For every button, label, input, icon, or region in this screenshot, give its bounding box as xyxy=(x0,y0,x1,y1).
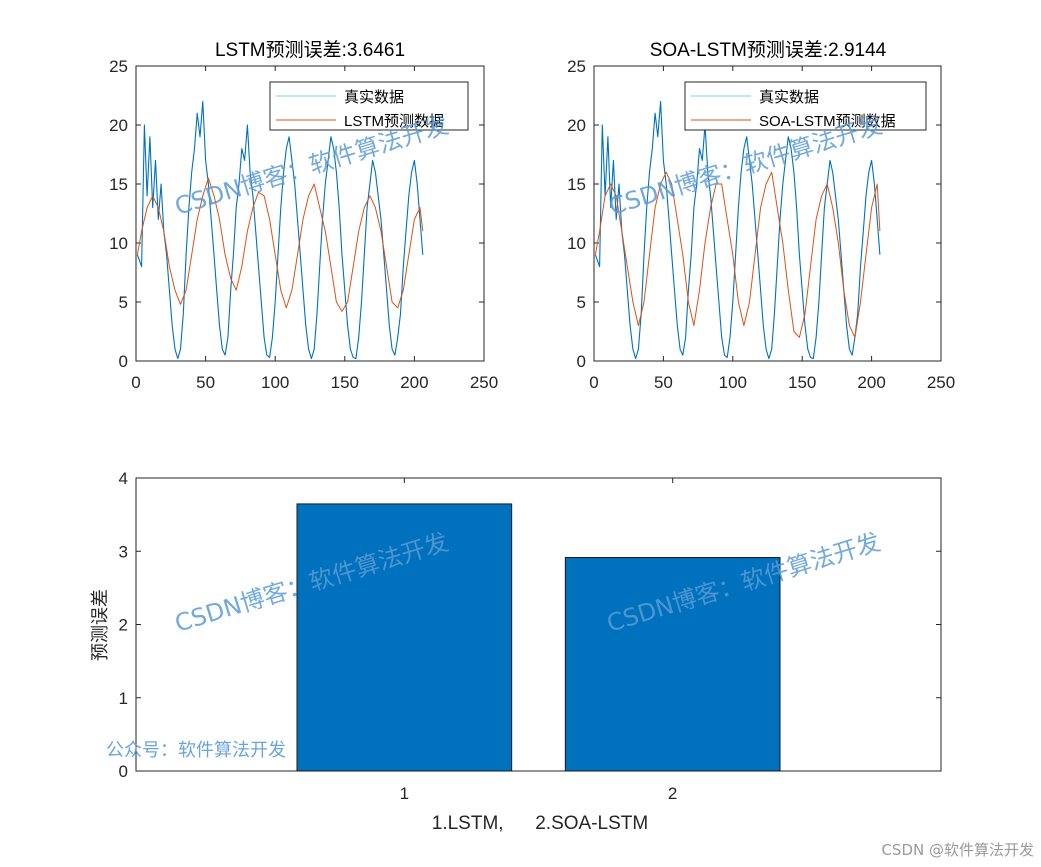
y-axis-label: 预测误差 xyxy=(90,589,111,661)
watermark-official: 公众号：软件算法开发 xyxy=(106,740,286,761)
legend-label-pred: LSTM预测数据 xyxy=(344,113,444,130)
y-tick-label: 15 xyxy=(567,175,586,194)
y-tick-label: 3 xyxy=(119,542,128,561)
y-tick-label: 15 xyxy=(109,175,128,194)
y-tick-label: 10 xyxy=(109,234,128,253)
x-tick-label: 150 xyxy=(331,373,359,392)
chart-title: SOA-LSTM预测误差:2.9144 xyxy=(650,39,887,61)
bar xyxy=(296,503,513,772)
x-tick-label: 250 xyxy=(927,373,955,392)
axes-box xyxy=(135,477,942,772)
x-tick-label: 250 xyxy=(470,373,498,392)
series-line-pred xyxy=(594,171,881,338)
x-tick-label: 200 xyxy=(857,373,885,392)
footer-watermark: CSDN @软件算法开发 xyxy=(881,841,1034,859)
y-tick-label: 20 xyxy=(567,116,586,135)
axis-ticks: 0 1 2 3 4 1 2 xyxy=(119,469,941,803)
x-tick-label: 200 xyxy=(400,373,428,392)
x-tick-label: 0 xyxy=(131,373,140,392)
y-tick-label: 1 xyxy=(119,689,128,708)
y-tick-label: 2 xyxy=(119,616,128,635)
legend: 真实数据 LSTM预测数据 xyxy=(269,81,469,131)
y-tick-label: 5 xyxy=(577,293,586,312)
chart-title: LSTM预测误差:3.6461 xyxy=(215,39,405,61)
y-tick-label: 0 xyxy=(119,762,128,781)
x-tick-label: 0 xyxy=(589,373,598,392)
y-tick-label: 0 xyxy=(577,352,586,371)
x-tick-label: 50 xyxy=(654,373,673,392)
subplot-bar: 0 1 2 3 4 1 2 1.LSTM, 2.SOA-LSTM 预测误差 xyxy=(90,469,942,834)
legend-label-pred: SOA-LSTM预测数据 xyxy=(759,113,896,130)
series-lines xyxy=(594,100,881,360)
series-lines xyxy=(136,100,424,360)
y-tick-label: 25 xyxy=(109,57,128,76)
x-tick-label: 2 xyxy=(668,784,677,803)
legend-box xyxy=(684,81,927,131)
x-tick-label: 1 xyxy=(400,784,409,803)
legend-box xyxy=(269,81,469,131)
legend: 真实数据 SOA-LSTM预测数据 xyxy=(684,81,927,131)
bar xyxy=(564,557,781,772)
legend-label-real: 真实数据 xyxy=(759,88,819,106)
y-tick-label: 25 xyxy=(567,57,586,76)
y-tick-label: 4 xyxy=(119,469,128,488)
y-tick-label: 5 xyxy=(119,293,128,312)
series-line-real xyxy=(594,100,881,360)
x-tick-label: 150 xyxy=(788,373,816,392)
x-axis-label: 1.LSTM, 2.SOA-LSTM xyxy=(432,813,648,834)
x-tick-label: 100 xyxy=(261,373,289,392)
x-tick-label: 100 xyxy=(719,373,747,392)
series-line-real xyxy=(136,100,424,360)
y-tick-label: 20 xyxy=(109,116,128,135)
bars xyxy=(296,503,781,772)
x-tick-label: 50 xyxy=(196,373,215,392)
y-tick-label: 10 xyxy=(567,234,586,253)
y-tick-label: 0 xyxy=(119,352,128,371)
series-line-pred xyxy=(136,177,424,312)
legend-label-real: 真实数据 xyxy=(344,88,404,106)
